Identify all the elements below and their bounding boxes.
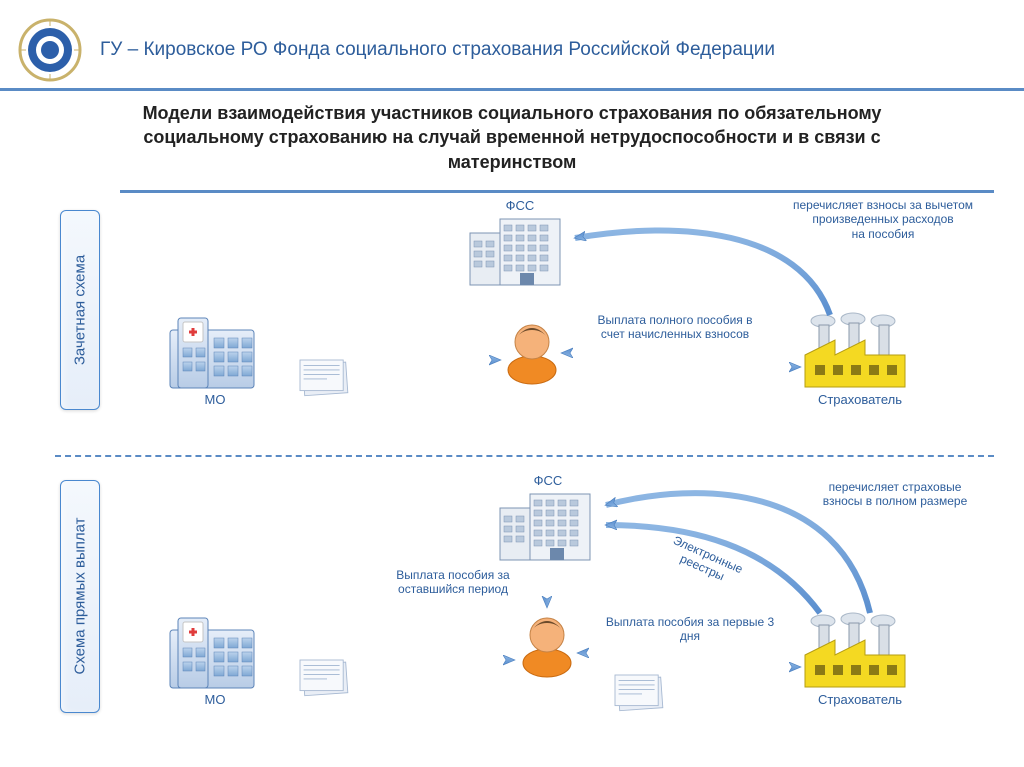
diagram-canvas: Зачетная схема Схема прямых выплат	[0, 180, 1024, 740]
fss-building-icon	[470, 219, 560, 285]
factory-icon	[805, 313, 905, 387]
schemeB-full-anno: перечисляет страховыевзносы в полном раз…	[800, 480, 990, 509]
diagram-svg	[0, 180, 1024, 740]
subtitle: Модели взаимодействия участников социаль…	[0, 91, 1024, 180]
schemeB-remaining-anno: Выплата пособия заоставшийся период	[378, 568, 528, 597]
schemeA-payout-anno: Выплата полного пособия всчет начисленны…	[580, 313, 770, 342]
schemeB-mo-label: МО	[195, 692, 235, 707]
schemeA-label-box: Зачетная схема	[60, 210, 100, 410]
document-icon	[300, 660, 348, 696]
schemeB-registries-anno: Электронныереестры	[644, 524, 765, 599]
schemeB-fss-label: ФСС	[528, 473, 568, 488]
person-icon	[508, 325, 556, 384]
schemeA-mo-label: МО	[195, 392, 235, 407]
fss-building-icon	[500, 494, 590, 560]
schemeA-insurer-label: Страхователь	[810, 392, 910, 407]
schemeB-first3-anno: Выплата пособия за первые 3дня	[590, 615, 790, 644]
schemeA-group	[170, 219, 905, 396]
page-header: ГУ – Кировское РО Фонда социального стра…	[0, 0, 1024, 91]
document-icon	[615, 675, 663, 711]
document-icon	[300, 360, 348, 396]
schemeB-group	[170, 493, 905, 711]
schemeB-insurer-label: Страхователь	[810, 692, 910, 707]
schemeA-deduct-anno: перечисляет взносы за вычетомпроизведенн…	[773, 198, 993, 241]
person-icon	[523, 618, 571, 677]
schemeB-label: Схема прямых выплат	[72, 518, 89, 675]
schemeA-label: Зачетная схема	[72, 255, 89, 365]
factory-icon	[805, 613, 905, 687]
hospital-icon	[170, 618, 254, 688]
fss-logo	[18, 18, 82, 82]
header-title: ГУ – Кировское РО Фонда социального стра…	[100, 39, 984, 61]
scheme-divider	[55, 455, 994, 457]
schemeA-top-rule	[120, 190, 994, 193]
schemeB-label-box: Схема прямых выплат	[60, 480, 100, 713]
hospital-icon	[170, 318, 254, 388]
schemeA-fss-label: ФСС	[500, 198, 540, 213]
header-underline	[100, 88, 984, 91]
